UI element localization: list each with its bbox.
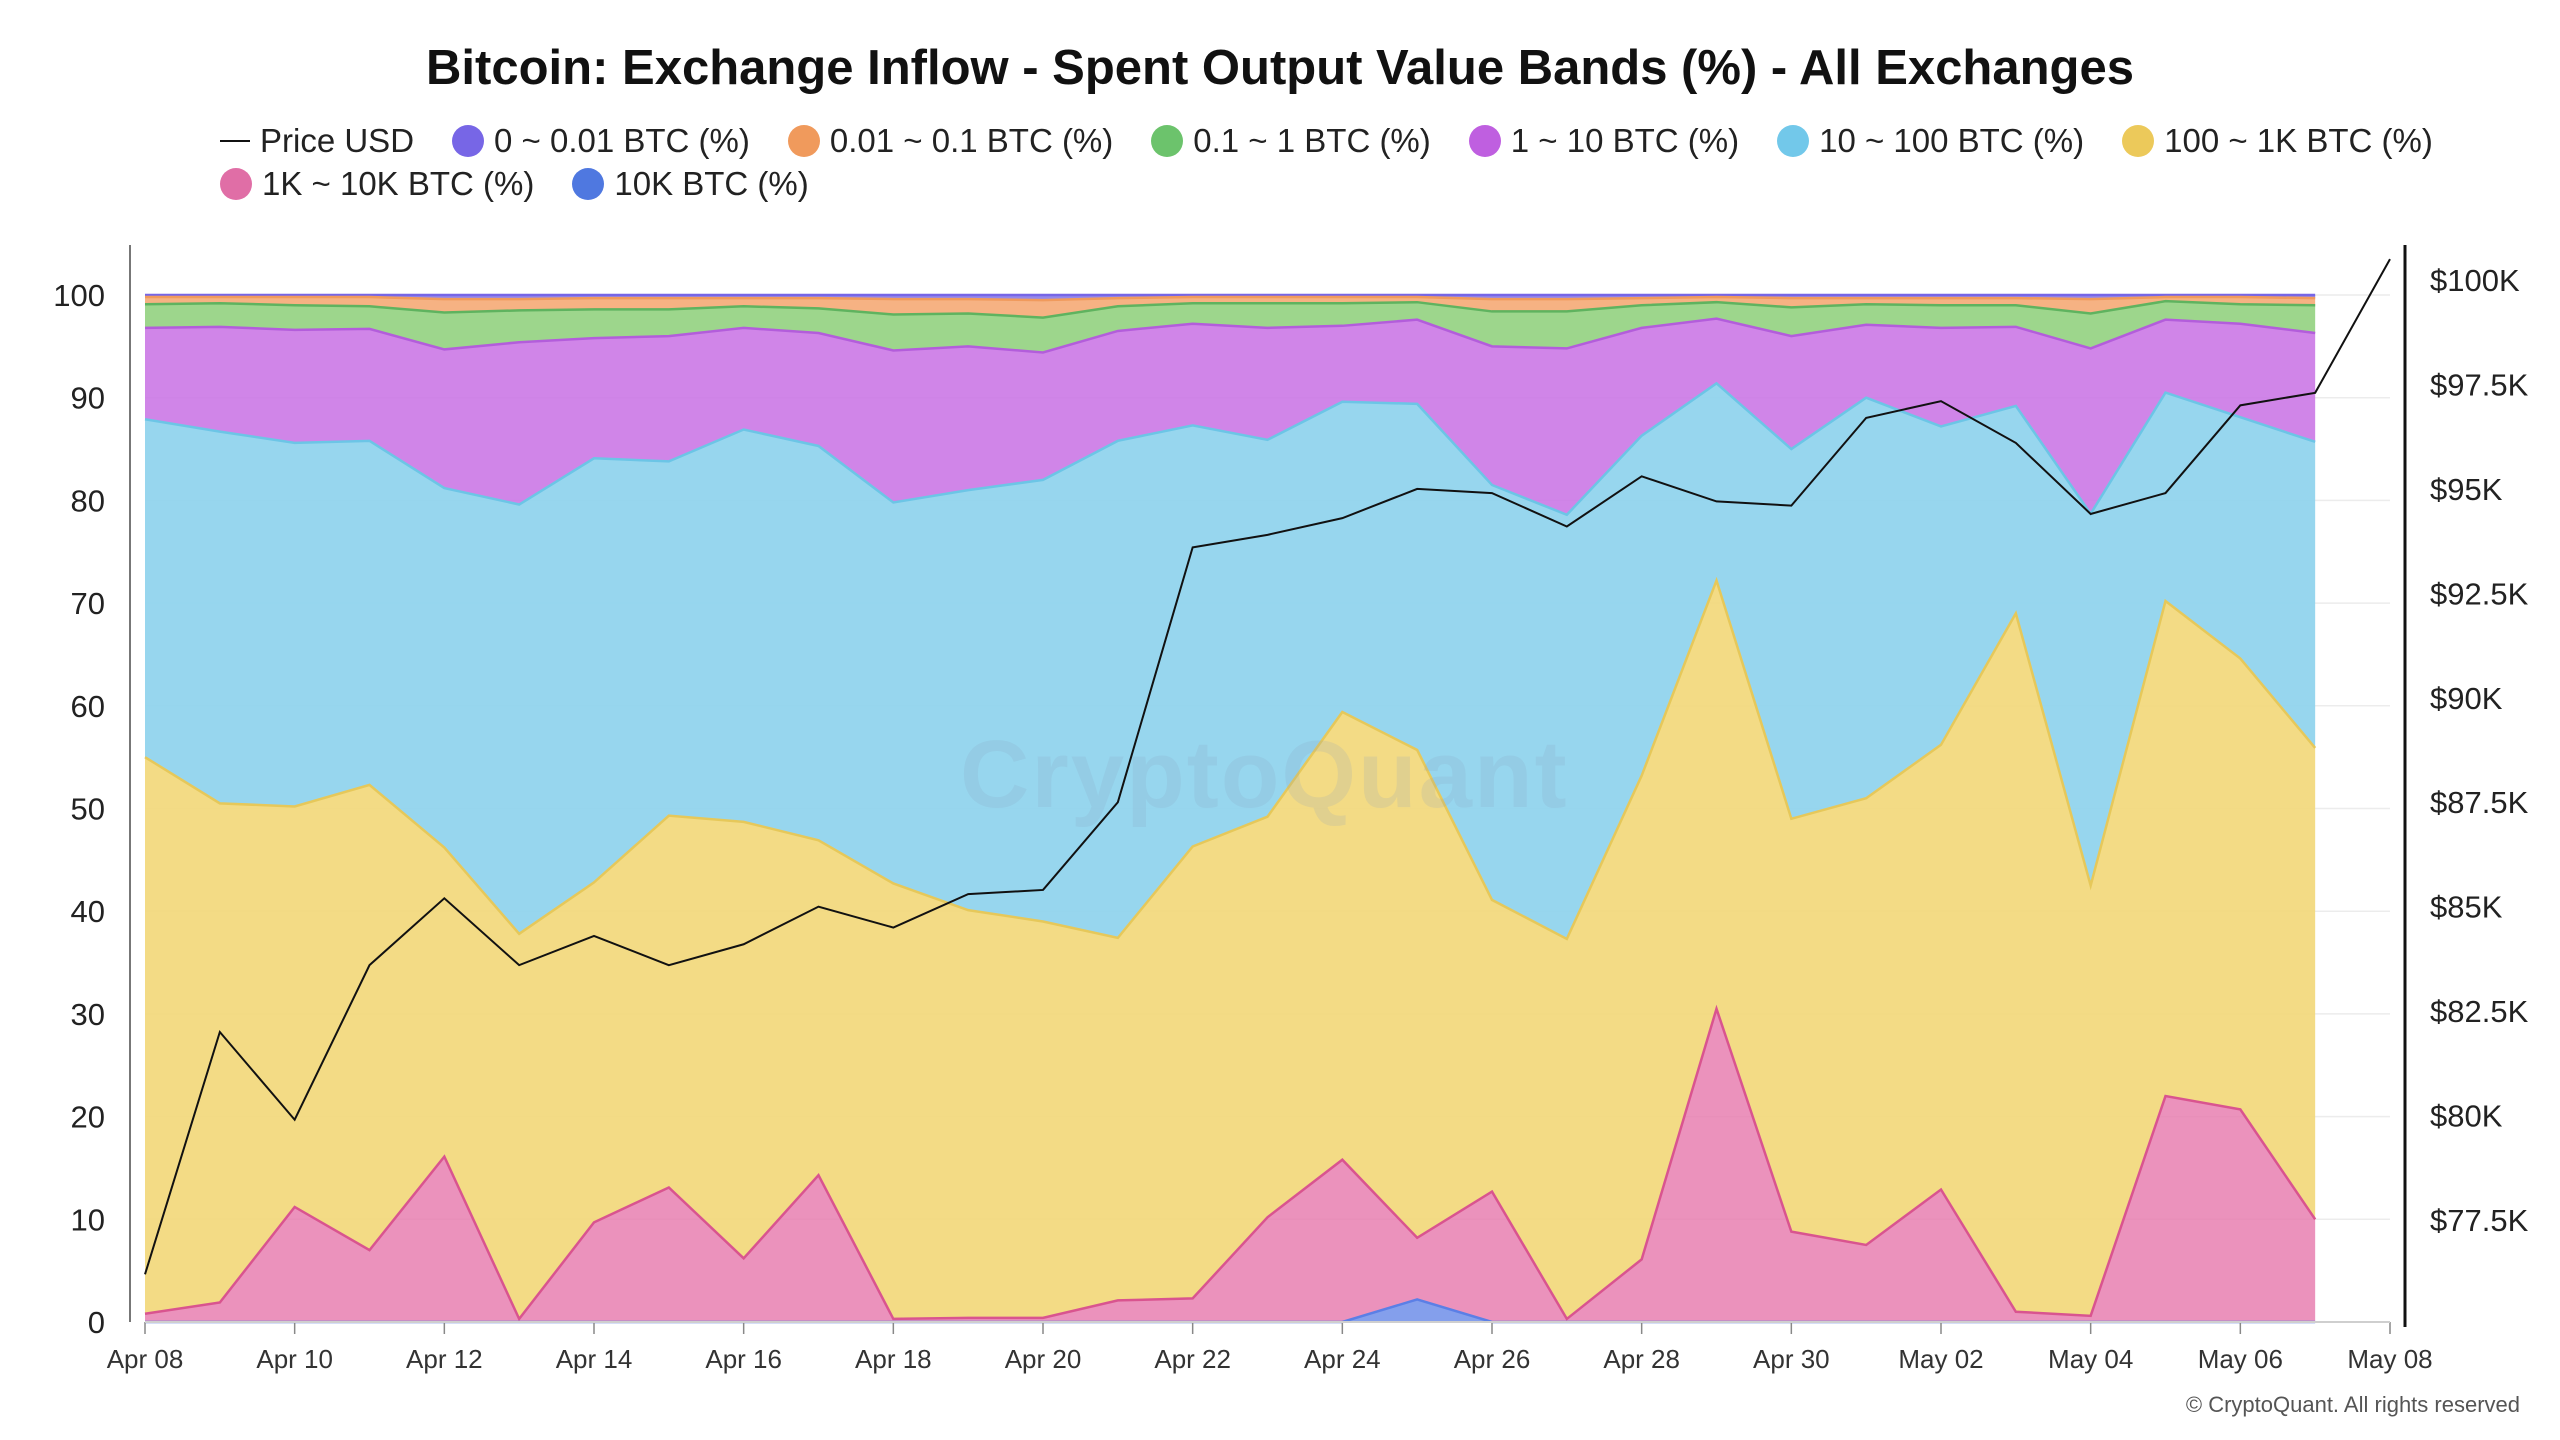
axes: 0 10 20 30 40 50 60 70 80 90 100 $77.5K $80K $82.5K $8… — [53, 245, 2529, 1374]
legend-item[interactable]: 1 ~ 10 BTC (%) — [1468, 122, 1740, 160]
area-band-line — [145, 295, 2316, 302]
area-band — [145, 295, 2316, 301]
y-right-tick-label: $82.5K — [2430, 994, 2529, 1029]
y-left-tick-label: 40 — [71, 894, 105, 929]
legend-dot-swatch — [2122, 125, 2155, 157]
legend-dot-swatch — [1468, 125, 1501, 157]
legend-item[interactable]: Price USD — [220, 122, 414, 160]
x-tick-label: Apr 12 — [406, 1344, 483, 1374]
y-left-tick-label: 0 — [88, 1305, 105, 1340]
legend-label: 100 ~ 1K BTC (%) — [2164, 122, 2433, 159]
y-right-tick-label: $80K — [2430, 1099, 2503, 1134]
area-band-line — [144, 1004, 2317, 1322]
legend-item[interactable]: 0.1 ~ 1 BTC (%) — [1151, 122, 1431, 160]
y-right-tick-label: $87.5K — [2430, 785, 2529, 820]
legend-label: 10 ~ 100 BTC (%) — [1819, 122, 2085, 159]
y-left-tick-label: 70 — [71, 586, 105, 621]
chart-title: Bitcoin: Exchange Inflow - Spent Output … — [426, 41, 2134, 95]
y-right-tick-label: $90K — [2430, 681, 2503, 716]
legend-label: 1K ~ 10K BTC (%) — [262, 165, 535, 202]
legend-line-swatch — [220, 140, 250, 142]
x-tick-label: Apr 14 — [556, 1344, 633, 1374]
legend-item[interactable]: 1K ~ 10K BTC (%) — [220, 165, 534, 203]
area-band — [145, 580, 2316, 1319]
legend-item[interactable]: 10K BTC (%) — [572, 165, 809, 203]
y-right-tick-label: $77.5K — [2430, 1203, 2529, 1238]
y-right-tick-label: $100K — [2430, 263, 2520, 298]
legend-dot-swatch — [572, 168, 605, 200]
y-right-tick-label: $97.5K — [2430, 367, 2529, 402]
area-band — [145, 301, 2316, 353]
x-tick-label: Apr 30 — [1753, 1344, 1830, 1374]
legend-item[interactable]: 10 ~ 100 BTC (%) — [1777, 122, 2084, 160]
stacked-area-layer — [144, 293, 2317, 1324]
y-left-tick-label: 80 — [71, 483, 105, 518]
x-tick-label: May 04 — [2048, 1344, 2133, 1374]
legend-dot-swatch — [787, 125, 820, 157]
area-band — [145, 297, 2316, 318]
x-tick-label: Apr 26 — [1454, 1344, 1531, 1374]
y-left-tick-label: 90 — [71, 381, 105, 416]
y-right-tick-label: $95K — [2430, 472, 2503, 507]
copyright-notice: © CryptoQuant. All rights reserved — [2185, 1392, 2520, 1417]
price-usd-line — [144, 258, 2391, 1275]
legend-item[interactable]: 0.01 ~ 0.1 BTC (%) — [787, 122, 1114, 160]
y-left-tick-label: 50 — [71, 792, 105, 827]
area-band-line — [144, 299, 2316, 319]
watermark: CryptoQuant — [960, 721, 1569, 828]
x-tick-label: Apr 20 — [1005, 1344, 1082, 1374]
x-tick-label: Apr 18 — [855, 1344, 932, 1374]
legend-label: 0 ~ 0.01 BTC (%) — [494, 122, 750, 159]
legend-dot-swatch — [1777, 125, 1810, 157]
x-tick-label: May 08 — [2347, 1344, 2432, 1374]
legend-item[interactable]: 0 ~ 0.01 BTC (%) — [452, 122, 750, 160]
legend-label: 0.1 ~ 1 BTC (%) — [1193, 122, 1431, 159]
x-tick-label: Apr 10 — [256, 1344, 333, 1374]
x-tick-label: Apr 16 — [705, 1344, 782, 1374]
area-band-line — [144, 381, 2316, 517]
legend-label: 0.01 ~ 0.1 BTC (%) — [829, 122, 1114, 159]
x-tick-label: Apr 28 — [1603, 1344, 1680, 1374]
price-line-layer — [144, 258, 2391, 1275]
x-tick-label: May 06 — [2198, 1344, 2283, 1374]
area-band — [145, 383, 2316, 939]
legend-item[interactable]: 100 ~ 1K BTC (%) — [2122, 122, 2433, 160]
y-left-tick-label: 10 — [71, 1202, 105, 1237]
legend-dot-swatch — [220, 168, 252, 200]
y-left-tick-label: 100 — [53, 278, 105, 313]
legend-dot-swatch — [452, 125, 485, 157]
legend-row-2: 1K ~ 10K BTC (%) 10K BTC (%) — [220, 165, 809, 203]
area-band — [145, 1008, 2316, 1322]
x-tick-label: May 02 — [1898, 1344, 1983, 1374]
legend-dot-swatch — [1151, 125, 1184, 157]
x-tick-label: Apr 08 — [107, 1344, 184, 1374]
legend-row-1: Price USD 0 ~ 0.01 BTC (%) 0.01 ~ 0.1 BTC … — [220, 122, 2433, 160]
area-band — [145, 318, 2316, 515]
y-left-tick-label: 20 — [71, 1100, 105, 1135]
y-right-tick-label: $85K — [2430, 890, 2503, 925]
legend-label: Price USD — [260, 122, 415, 159]
x-tick-label: Apr 24 — [1304, 1344, 1381, 1374]
legend-label: 1 ~ 10 BTC (%) — [1510, 122, 1740, 159]
legend-label: 10K BTC (%) — [614, 165, 809, 202]
x-tick-label: Apr 22 — [1154, 1344, 1231, 1374]
area-band-line — [144, 576, 2317, 941]
area-band-line — [144, 317, 2316, 354]
y-left-tick-label: 60 — [71, 689, 105, 724]
y-right-tick-label: $92.5K — [2430, 576, 2529, 611]
y-left-tick-label: 30 — [71, 997, 105, 1032]
